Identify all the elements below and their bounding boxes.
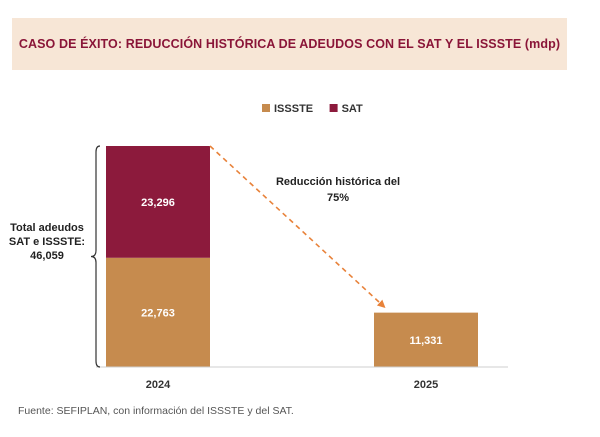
bar-sat-2024 [106, 146, 210, 258]
chart-title: CASO DE ÉXITO: REDUCCIÓN HISTÓRICA DE AD… [18, 37, 561, 51]
x-tick-label-2024: 2024 [146, 379, 171, 391]
source-note: Fuente: SEFIPLAN, con información del IS… [18, 405, 294, 417]
legend-label-sat: SAT [342, 103, 363, 115]
total-bracket [90, 145, 101, 368]
chart-title-banner: CASO DE ÉXITO: REDUCCIÓN HISTÓRICA DE AD… [12, 18, 567, 70]
data-label-issste-2025: 11,331 [409, 335, 442, 347]
legend-label-issste: ISSSTE [274, 103, 313, 115]
bar-issste-2025 [374, 312, 478, 367]
legend-swatch-issste [262, 104, 270, 112]
total-label-line-1: Total adeudos [10, 222, 84, 234]
data-label-sat-2024: 23,296 [141, 197, 175, 209]
x-tick-label-2025: 2025 [414, 379, 438, 391]
total-label-line-3: 46,059 [30, 250, 64, 262]
annotation-line-1: Reducción histórica del [276, 176, 400, 188]
legend-swatch-sat [329, 104, 338, 112]
bar-issste-2024 [106, 257, 210, 367]
reduction-arrow [209, 145, 386, 308]
annotation-line-2: 75% [327, 192, 349, 204]
total-label-line-2: SAT e ISSSTE: [9, 236, 85, 248]
data-label-issste-2024: 22,763 [141, 307, 175, 319]
